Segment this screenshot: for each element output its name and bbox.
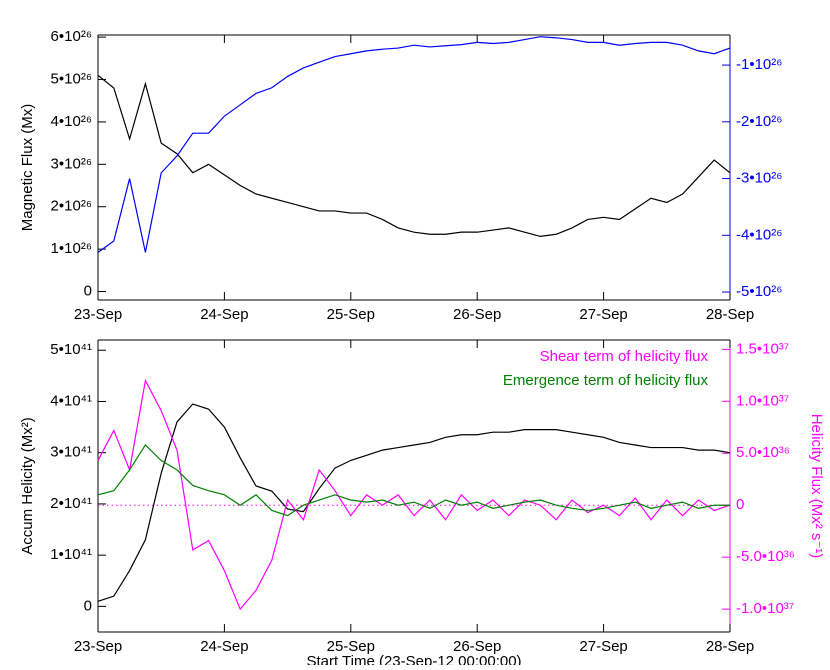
y2-tick-label: -1•10²⁶ <box>736 56 782 73</box>
legend-entry: Emergence term of helicity flux <box>503 372 709 389</box>
x-tick-label: 25-Sep <box>327 638 375 655</box>
x-tick-label: 23-Sep <box>74 306 122 323</box>
x-tick-label: 24-Sep <box>200 638 248 655</box>
y2-tick-label: -1.0•10³⁷ <box>736 600 794 617</box>
x-tick-label: 26-Sep <box>453 638 501 655</box>
y-tick-label: 3•10²⁶ <box>51 155 92 172</box>
y2-tick-label: 1.0•10³⁷ <box>736 392 789 409</box>
series-line <box>97 378 731 611</box>
x-tick-label: 28-Sep <box>706 638 754 655</box>
y-tick-label: 3•10⁴¹ <box>50 444 92 461</box>
y-tick-label: 1•10⁴¹ <box>50 546 92 563</box>
series-line <box>97 403 731 602</box>
y2-tick-label: -2•10²⁶ <box>736 113 782 130</box>
x-tick-label: 28-Sep <box>706 306 754 323</box>
y2-tick-label: 1.5•10³⁷ <box>736 340 789 357</box>
y-tick-label: 0 <box>84 282 92 299</box>
x-tick-label: 26-Sep <box>453 306 501 323</box>
series-line <box>97 444 730 517</box>
series-line <box>97 36 731 253</box>
x-axis-label: Start Time (23-Sep-12 00:00:00) <box>306 653 521 665</box>
y-tick-label: 5•10²⁶ <box>51 70 92 87</box>
y-tick-label: 4•10²⁶ <box>51 113 92 130</box>
x-tick-label: 25-Sep <box>327 306 375 323</box>
y-axis-label: Accum Helicity (Mx²) <box>19 417 36 555</box>
y2-tick-label: -5.0•10³⁶ <box>736 548 795 565</box>
y-tick-label: 5•10⁴¹ <box>50 341 92 358</box>
y-axis-label: Magnetic Flux (Mx) <box>19 104 36 232</box>
y-tick-label: 4•10⁴¹ <box>50 392 92 409</box>
y2-tick-label: 5.0•10³⁶ <box>736 444 790 461</box>
y-tick-label: 2•10²⁶ <box>51 198 92 215</box>
legend-entry: Shear term of helicity flux <box>540 348 709 365</box>
x-tick-label: 23-Sep <box>74 638 122 655</box>
y-tick-label: 0 <box>84 597 92 614</box>
y-tick-label: 6•10²⁶ <box>51 28 92 45</box>
y-tick-label: 2•10⁴¹ <box>50 495 92 512</box>
x-tick-label: 24-Sep <box>200 306 248 323</box>
y2-tick-label: -3•10²⁶ <box>736 170 782 187</box>
y-tick-label: 1•10²⁶ <box>51 240 92 257</box>
y2-tick-label: 0 <box>736 496 744 513</box>
x-tick-label: 27-Sep <box>579 638 627 655</box>
y2-tick-label: -5•10²⁶ <box>736 283 782 300</box>
y2-tick-label: -4•10²⁶ <box>736 226 782 243</box>
y2-axis-label: Helicity Flux (Mx² s⁻¹) <box>808 414 825 559</box>
series-line <box>97 74 731 238</box>
x-tick-label: 27-Sep <box>579 306 627 323</box>
